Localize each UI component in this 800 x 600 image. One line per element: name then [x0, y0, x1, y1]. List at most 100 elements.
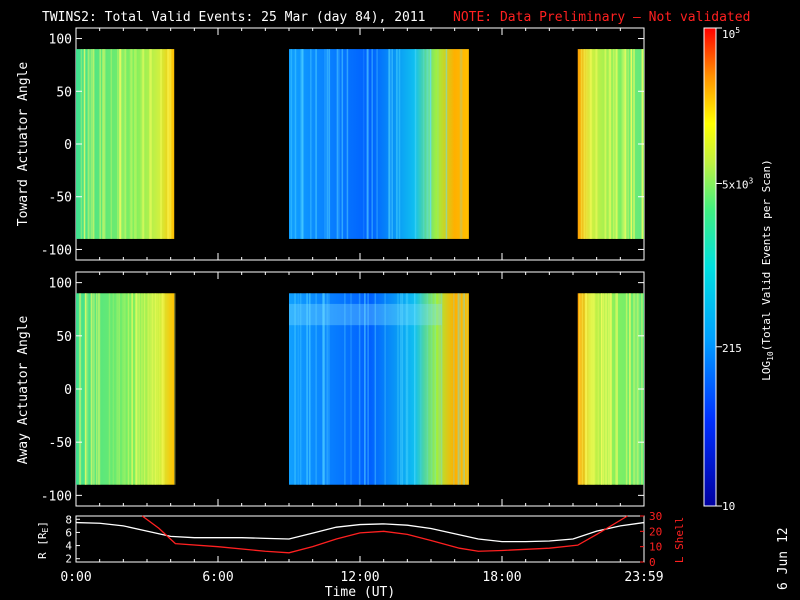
- heatmap-streak: [167, 49, 169, 239]
- heatmap-streak: [138, 293, 141, 485]
- heatmap-streak: [581, 293, 583, 485]
- y-tick-label: 50: [56, 330, 72, 345]
- y-tick-label: -100: [41, 489, 72, 504]
- heatmap-streak: [86, 293, 89, 485]
- heatmap-streak: [83, 49, 86, 239]
- heatmap-streak: [605, 49, 608, 239]
- heatmap-streak: [633, 49, 635, 239]
- heatmap-streak: [627, 49, 630, 239]
- heatmap-streak: [605, 293, 608, 485]
- radius-line: [75, 521, 645, 543]
- heatmap-streak: [610, 293, 612, 485]
- heatmap-streak: [127, 293, 130, 485]
- heatmap-streak: [463, 293, 465, 485]
- heatmap-streak: [422, 49, 425, 239]
- orbit-left-tick-label: 6: [65, 526, 72, 539]
- colorbar-tick-base: 215: [722, 342, 742, 355]
- heatmap-streak: [459, 49, 462, 239]
- heatmap-streak: [633, 49, 635, 239]
- heatmap-streak: [169, 49, 172, 239]
- heatmap-streak: [148, 49, 151, 239]
- heatmap-streak: [143, 293, 146, 485]
- heatmap-streak: [426, 49, 428, 239]
- heatmap-streak: [627, 49, 629, 239]
- heatmap-band: [289, 303, 442, 326]
- heatmap-streak: [592, 293, 594, 485]
- colorbar-tick-base: 5x10: [722, 178, 749, 191]
- heatmap-streak: [608, 293, 610, 485]
- heatmap-streak: [622, 49, 625, 239]
- heatmap-streak: [364, 293, 366, 485]
- y-tick-label: 0: [64, 138, 72, 153]
- away-y-ticks: 100 50 0 -50 -100: [41, 272, 645, 506]
- heatmap-streak: [426, 293, 429, 485]
- heatmap-streak: [636, 293, 639, 485]
- heatmap-streak: [163, 293, 165, 485]
- heatmap-streak: [124, 49, 127, 239]
- orbit-right-tick-label: 0: [649, 556, 656, 569]
- heatmap-streak: [633, 49, 636, 239]
- heatmap-streak: [294, 49, 297, 239]
- heatmap-streak: [150, 293, 152, 485]
- orbit-left-tick-label: 4: [65, 540, 72, 553]
- heatmap-streak: [633, 293, 636, 485]
- heatmap-streak: [376, 49, 378, 239]
- heatmap-streak: [294, 293, 296, 485]
- heatmap-streak: [120, 49, 122, 239]
- heatmap-streak: [600, 293, 603, 485]
- toward-y-label: Toward Actuator Angle: [16, 62, 31, 227]
- heatmap-streak: [140, 49, 143, 239]
- x-tick-label: 12:00: [340, 570, 379, 585]
- heatmap-streak: [90, 293, 93, 485]
- heatmap-streak: [590, 49, 593, 239]
- heatmap-streak: [414, 49, 417, 239]
- heatmap-streak: [625, 293, 628, 485]
- heatmap-streak: [429, 49, 432, 239]
- heatmap-streak: [595, 49, 598, 239]
- heatmap-streak: [610, 293, 612, 485]
- heatmap-streak: [629, 293, 631, 485]
- heatmap-streak: [593, 293, 596, 485]
- heatmap-streak: [580, 49, 583, 239]
- heatmap-streak: [583, 49, 586, 239]
- heatmap-streak: [585, 293, 587, 485]
- heatmap-streak: [362, 49, 365, 239]
- heatmap-streak: [302, 49, 304, 239]
- heatmap-streak: [119, 49, 121, 239]
- heatmap-streak: [124, 293, 126, 485]
- heatmap-streak: [586, 49, 588, 239]
- heatmap-streak: [110, 49, 113, 239]
- heatmap-streak: [609, 49, 612, 239]
- heatmap-streak: [156, 293, 159, 485]
- orbit-right-tick-label: 10: [649, 541, 662, 554]
- heatmap-streak: [108, 293, 111, 485]
- heatmap-streak: [122, 49, 124, 239]
- heatmap-streak: [629, 293, 631, 485]
- orbit-right-label: L Shell: [673, 517, 686, 563]
- heatmap-streak: [388, 49, 390, 239]
- heatmap-streak: [160, 49, 162, 239]
- heatmap-streak: [579, 293, 581, 485]
- away-y-label: Away Actuator Angle: [16, 315, 31, 464]
- figure-title: TWINS2: Total Valid Events: 25 Mar (day …: [42, 10, 426, 25]
- heatmap-streak: [400, 293, 402, 485]
- heatmap-streak: [587, 293, 590, 485]
- heatmap-streak: [324, 49, 326, 239]
- heatmap-streak: [328, 293, 330, 485]
- heatmap-streak: [119, 49, 122, 239]
- heatmap-segment-3: [577, 49, 644, 239]
- heatmap-streak: [98, 293, 101, 485]
- heatmap-streak: [149, 49, 151, 239]
- heatmap-streak: [391, 49, 393, 239]
- heatmap-streak: [615, 49, 617, 239]
- heatmap-streak: [367, 293, 369, 485]
- heatmap-streak: [154, 293, 157, 485]
- heatmap-streak: [461, 49, 463, 239]
- x-tick-label: 0:00: [60, 570, 91, 585]
- heatmap-streak: [325, 49, 328, 239]
- heatmap-streak: [150, 49, 153, 239]
- heatmap-streak: [630, 49, 633, 239]
- heatmap-streak: [151, 293, 154, 485]
